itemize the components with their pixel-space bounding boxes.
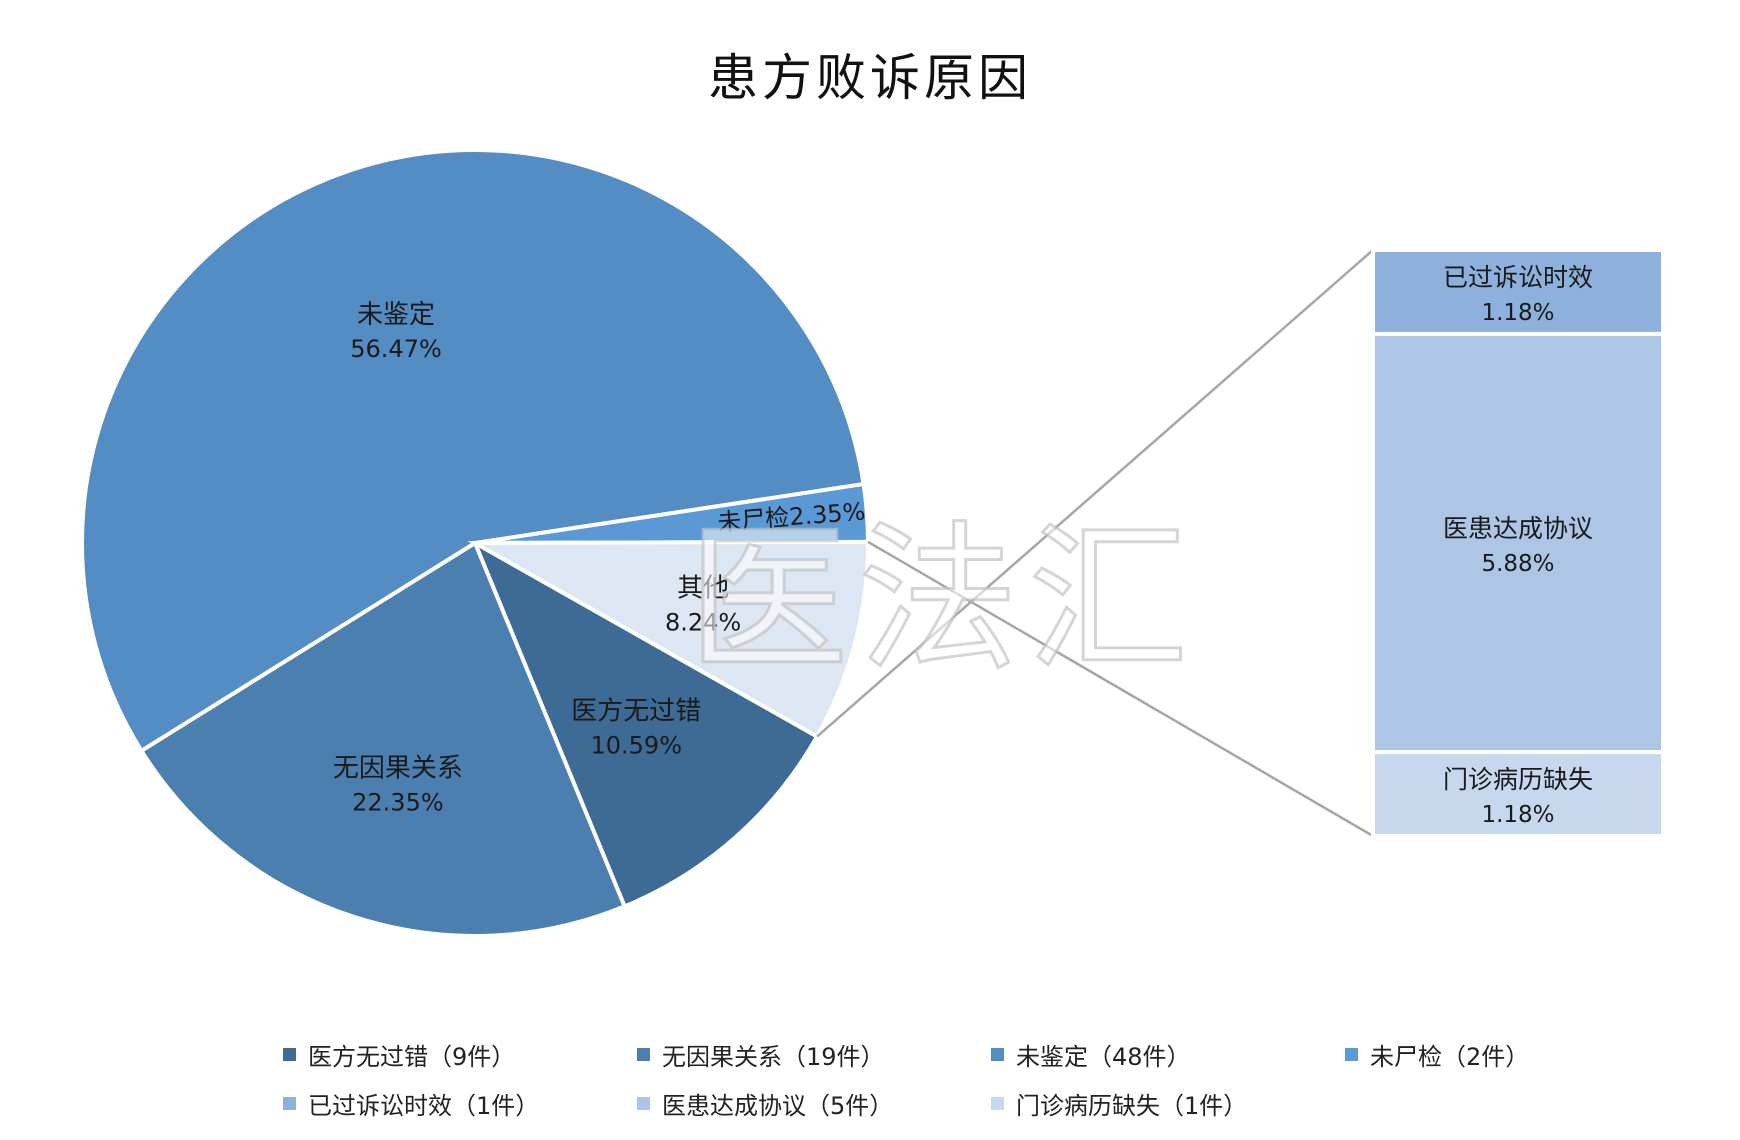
pie-label-value-2: 22.35%: [352, 788, 444, 816]
pie-label-name-5: 其他: [677, 574, 729, 604]
pie-label-name-3: 未鉴定: [357, 300, 435, 330]
bar-label-value-2: 5.88%: [1481, 551, 1554, 577]
bar-label-name-1: 已过诉讼时效: [1443, 263, 1593, 292]
bar-label-value-1: 1.18%: [1481, 300, 1554, 326]
pie-slice-3: [80, 148, 866, 754]
pie-slice-2: [138, 540, 628, 938]
watermark: 医法汇: [686, 505, 1199, 695]
pie-label-value-1: 10.59%: [590, 732, 682, 760]
connector-line-top: [816, 249, 1374, 738]
chart-title: 患方败诉原因: [708, 49, 1032, 107]
connector-line-bottom: [867, 540, 1374, 838]
bar-label-name-2: 医患达成协议: [1443, 514, 1593, 543]
pie-label-name-2: 无因果关系: [333, 753, 463, 783]
pie-label-value-5: 8.24%: [665, 609, 741, 637]
bar-segment-1: [1371, 248, 1665, 336]
pie-label-name-1: 医方无过错: [571, 697, 701, 727]
bar-label-value-3: 1.18%: [1481, 802, 1554, 828]
bar-segment-2: [1371, 331, 1665, 755]
pie-label-value-3: 56.47%: [350, 335, 442, 363]
pie-slice-1: [470, 538, 820, 910]
bar-label-name-3: 门诊病历缺失: [1443, 765, 1593, 794]
bar-segment-3: [1371, 750, 1665, 838]
pie-slice-5: [467, 539, 870, 740]
